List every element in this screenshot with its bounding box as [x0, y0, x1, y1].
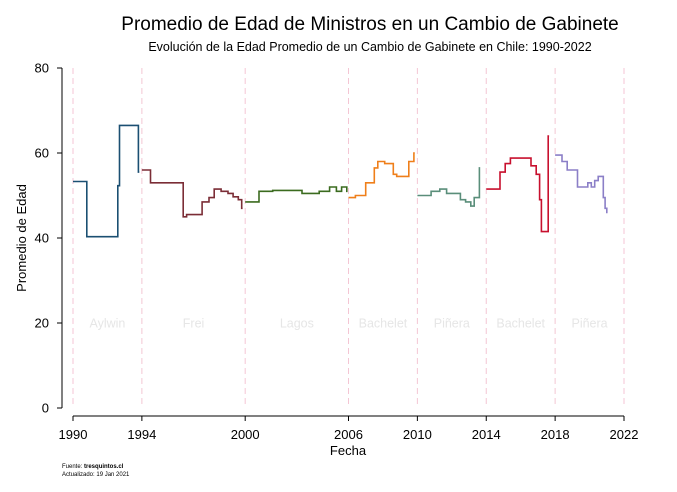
y-tick-label-60: 60 [35, 146, 49, 161]
series-lines [73, 124, 608, 238]
period-labels: Aylwin Frei Lagos Bachelet Piñera Bachelet Piñ… [89, 316, 607, 330]
series-line-4 [417, 167, 481, 207]
period-label-2: Lagos [280, 316, 314, 330]
source-note: Fuente: tresquintos.cl [62, 464, 124, 470]
series-line-3 [348, 152, 415, 199]
x-tick-label-2022: 2022 [610, 427, 639, 442]
source-name: tresquintos.cl [84, 464, 124, 470]
x-tick-label-2018: 2018 [541, 427, 570, 442]
period-label-5: Bachelet [496, 316, 545, 330]
period-boundaries [72, 68, 625, 408]
y-tick-label-40: 40 [35, 231, 49, 246]
y-ticks: 0 20 40 60 80 [35, 61, 62, 416]
chart-subtitle: Evolución de la Edad Promedio de un Camb… [148, 40, 591, 54]
series-line-1 [141, 169, 243, 218]
series-line-6 [555, 154, 608, 214]
x-tick-label-1994: 1994 [127, 427, 156, 442]
x-axis-label: Fecha [330, 443, 367, 458]
x-tick-label-1990: 1990 [59, 427, 88, 442]
y-tick-label-80: 80 [35, 61, 49, 76]
period-label-3: Bachelet [359, 316, 408, 330]
x-tick-label-2000: 2000 [231, 427, 260, 442]
y-tick-label-0: 0 [42, 401, 49, 416]
series-line-2 [245, 186, 348, 203]
period-label-4: Piñera [434, 316, 470, 330]
y-tick-label-20: 20 [35, 316, 49, 331]
period-label-1: Frei [183, 316, 205, 330]
x-tick-label-2010: 2010 [403, 427, 432, 442]
axes [61, 68, 624, 417]
period-label-6: Piñera [571, 316, 607, 330]
series-line-5 [486, 135, 550, 233]
source-prefix: Fuente: [62, 464, 84, 470]
y-axis-label: Promedio de Edad [14, 184, 29, 292]
x-ticks: 1990 1994 2000 2006 2010 2014 2018 2022 [59, 416, 639, 442]
chart-title: Promedio de Edad de Ministros en un Camb… [121, 14, 618, 35]
period-label-0: Aylwin [89, 316, 125, 330]
x-tick-label-2006: 2006 [334, 427, 363, 442]
updated-note: Actualizado: 19 Jan 2021 [62, 472, 130, 478]
series-line-0 [73, 124, 140, 238]
x-tick-label-2014: 2014 [472, 427, 501, 442]
